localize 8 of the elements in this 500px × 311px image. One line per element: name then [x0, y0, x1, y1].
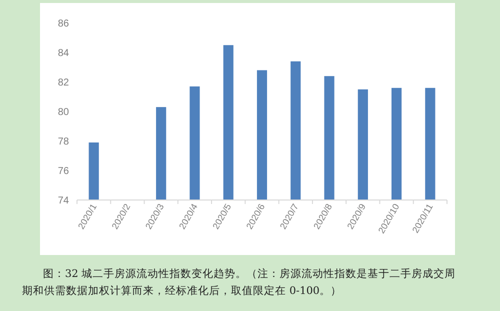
y-tick-label: 76: [58, 166, 70, 177]
y-tick-label: 78: [58, 136, 70, 148]
y-tick-label: 74: [58, 196, 70, 206]
y-tick-label: 86: [58, 18, 70, 30]
text: 图：32 城二手房源流动性指数变化趋势。（注：房源流动性指数是基于二手房成交周期和供需数据加权计算而来，经标准化后，取值限定在 0-100。）: [22, 267, 457, 299]
y-tick-label: 84: [58, 48, 70, 59]
y-tick-label: 82: [58, 78, 70, 88]
y-tick-label: 80: [58, 107, 70, 118]
